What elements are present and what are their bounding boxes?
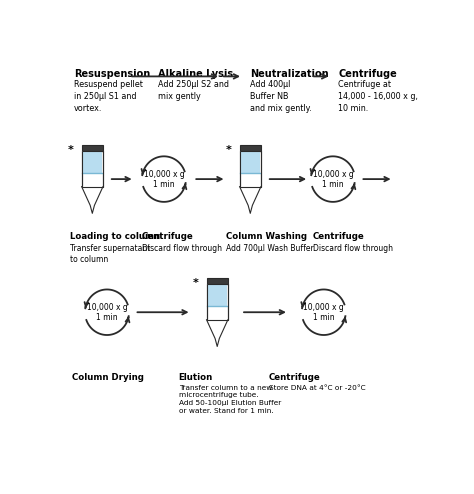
Text: Store DNA at 4°C or -20°C: Store DNA at 4°C or -20°C: [269, 384, 365, 390]
Text: Discard flow through: Discard flow through: [313, 244, 393, 253]
Text: Centrifuge: Centrifuge: [142, 232, 194, 242]
Bar: [207, 284, 228, 320]
Text: Loading to column: Loading to column: [70, 232, 160, 242]
Text: Resuspend pellet
in 250µl S1 and
vortex.: Resuspend pellet in 250µl S1 and vortex.: [74, 80, 143, 113]
Circle shape: [297, 285, 351, 340]
Text: Centrifuge: Centrifuge: [269, 373, 320, 382]
Circle shape: [80, 285, 134, 340]
Bar: [82, 151, 102, 173]
Text: 10,000 x g: 10,000 x g: [87, 303, 128, 312]
Bar: [240, 145, 261, 151]
Text: Column Drying: Column Drying: [72, 373, 144, 382]
Text: 1 min: 1 min: [153, 180, 175, 189]
Bar: [207, 284, 228, 320]
Bar: [240, 151, 261, 187]
Text: Transfer column to a new
microcentrifuge tube.
Add 50-100µl Elution Buffer
or wa: Transfer column to a new microcentrifuge…: [179, 384, 281, 414]
Text: 1 min: 1 min: [322, 180, 344, 189]
Text: *: *: [226, 145, 231, 155]
Text: Column Washing: Column Washing: [227, 232, 308, 242]
Text: Transfer supernatant
to column: Transfer supernatant to column: [70, 244, 151, 264]
Text: *: *: [68, 145, 73, 155]
Text: Centrifuge at
14,000 - 16,000 x g,
10 min.: Centrifuge at 14,000 - 16,000 x g, 10 mi…: [338, 80, 419, 113]
Text: Add 400µl
Buffer NB
and mix gently.: Add 400µl Buffer NB and mix gently.: [250, 80, 312, 113]
Bar: [82, 151, 103, 187]
Bar: [240, 151, 261, 187]
Polygon shape: [82, 187, 103, 213]
Text: Discard flow through: Discard flow through: [142, 244, 222, 253]
Text: 10,000 x g: 10,000 x g: [312, 169, 353, 179]
Circle shape: [306, 151, 360, 207]
Text: Elution: Elution: [179, 373, 213, 382]
Bar: [240, 151, 260, 173]
Text: *: *: [192, 278, 199, 288]
Bar: [82, 151, 103, 187]
Bar: [82, 145, 103, 151]
Text: 10,000 x g: 10,000 x g: [144, 169, 184, 179]
Circle shape: [137, 151, 191, 207]
Text: Resuspension: Resuspension: [74, 69, 150, 79]
Bar: [207, 284, 227, 306]
Text: 1 min: 1 min: [96, 313, 118, 322]
Text: Alkaline Lysis: Alkaline Lysis: [158, 69, 234, 79]
Text: Centrifuge: Centrifuge: [338, 69, 397, 79]
Text: 10,000 x g: 10,000 x g: [303, 303, 344, 312]
Text: Add 700µl Wash Buffer: Add 700µl Wash Buffer: [227, 244, 314, 253]
Text: Centrifuge: Centrifuge: [313, 232, 365, 242]
Text: Neutralization: Neutralization: [250, 69, 329, 79]
Text: 1 min: 1 min: [313, 313, 335, 322]
Text: Add 250µl S2 and
mix gently: Add 250µl S2 and mix gently: [158, 80, 229, 101]
Bar: [207, 278, 228, 284]
Polygon shape: [207, 320, 228, 346]
Polygon shape: [240, 187, 261, 213]
